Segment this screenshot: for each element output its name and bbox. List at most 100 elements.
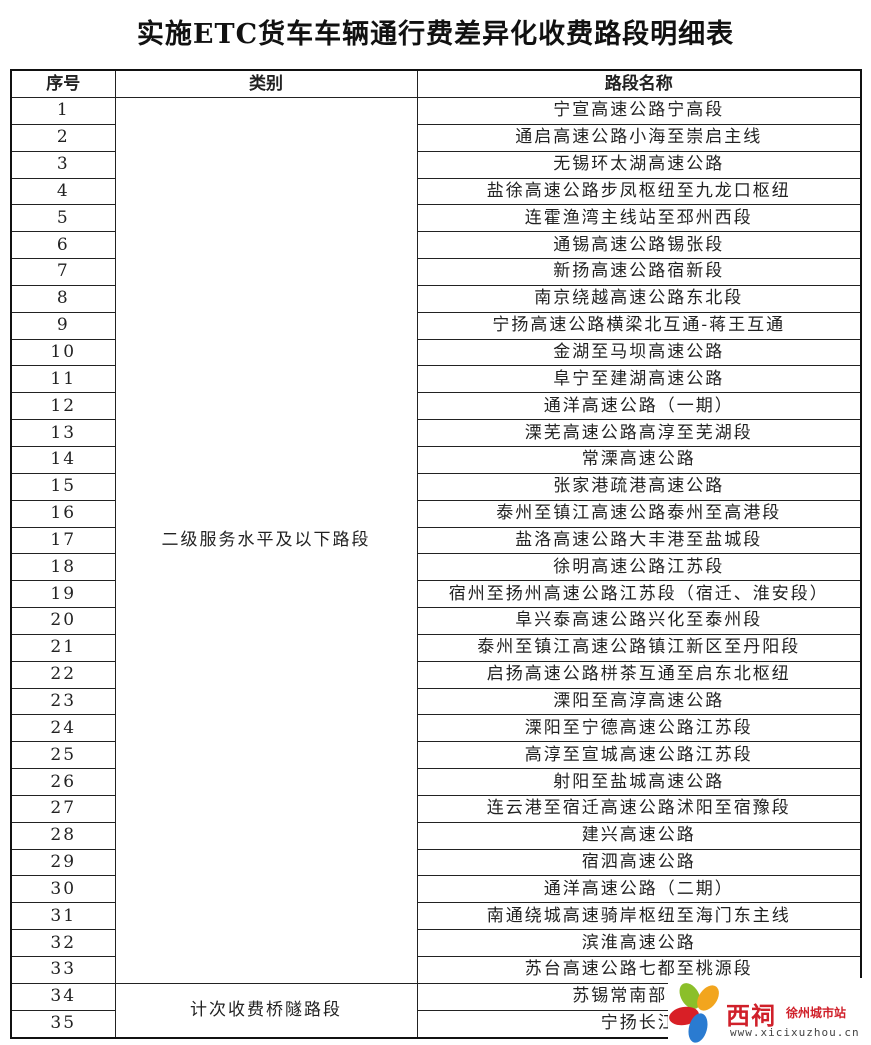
- row-seq: 16: [10, 499, 116, 528]
- table-row: 33 苏台高速公路七都至桃源段: [10, 956, 862, 984]
- row-road-name: 建兴高速公路: [416, 821, 862, 850]
- table-row: 21 泰州至镇江高速公路镇江新区至丹阳段: [10, 633, 862, 662]
- table-row: 1 二级服务水平及以下路段 宁宣高速公路宁高段: [10, 97, 862, 984]
- pinwheel-logo-icon: [669, 983, 719, 1043]
- row-seq: 14: [10, 445, 116, 474]
- table-row: 16 泰州至镇江高速公路泰州至高港段: [10, 499, 862, 528]
- row-road-name: 无锡环太湖高速公路: [416, 150, 862, 179]
- row-seq: 6: [10, 231, 116, 260]
- table-row: 12 通洋高速公路（一期）: [10, 392, 862, 421]
- row-seq: 22: [10, 660, 116, 689]
- row-seq: 1: [10, 97, 116, 125]
- row-seq: 2: [10, 123, 116, 152]
- row-road-name: 常溧高速公路: [416, 445, 862, 474]
- watermark-url: www.xicixuzhou.cn: [730, 1026, 860, 1039]
- table-header-row: 序号 类别 路段名称: [10, 69, 862, 98]
- table-row: 10 金湖至马坝高速公路: [10, 338, 862, 367]
- row-road-name: 高淳至宣城高速公路江苏段: [416, 741, 862, 770]
- table-row: 6 通锡高速公路锡张段: [10, 231, 862, 260]
- table-row: 13 溧芜高速公路高淳至芜湖段: [10, 419, 862, 447]
- table-row: 28 建兴高速公路: [10, 821, 862, 850]
- row-seq: 25: [10, 741, 116, 770]
- row-seq: 4: [10, 177, 116, 206]
- table-row: 30 通洋高速公路（二期）: [10, 875, 862, 904]
- row-seq: 27: [10, 794, 116, 823]
- watermark-brand: 西祠: [726, 1002, 776, 1030]
- page-title: 实施ETC货车车辆通行费差异化收费路段明细表: [136, 19, 735, 50]
- row-road-name: 溧芜高速公路高淳至芜湖段: [416, 419, 862, 447]
- row-seq: 12: [10, 392, 116, 421]
- row-seq: 23: [10, 687, 116, 716]
- row-road-name: 连云港至宿迁高速公路沭阳至宿豫段: [416, 794, 862, 823]
- row-road-name: 宿泗高速公路: [416, 848, 862, 877]
- row-road-name: 新扬高速公路宿新段: [416, 258, 862, 286]
- table-row: 9 宁扬高速公路横梁北互通-蒋王互通: [10, 311, 862, 340]
- table-row: 22 启扬高速公路栟茶互通至启东北枢纽: [10, 660, 862, 689]
- row-seq: 21: [10, 633, 116, 662]
- row-road-name: 盐徐高速公路步凤枢纽至九龙口枢纽: [416, 177, 862, 206]
- row-seq: 20: [10, 607, 116, 635]
- header-road-name: 路段名称: [416, 69, 862, 98]
- xici-watermark-logo: 西祠 徐州城市站 www.xicixuzhou.cn: [668, 978, 871, 1045]
- row-seq: 32: [10, 929, 116, 957]
- row-seq: 35: [10, 1009, 116, 1039]
- row-seq: 26: [10, 768, 116, 796]
- watermark-city: 徐州城市站: [786, 1006, 847, 1020]
- row-road-name: 阜兴泰高速公路兴化至泰州段: [416, 607, 862, 635]
- row-seq: 13: [10, 419, 116, 447]
- row-road-name: 通洋高速公路（二期）: [416, 875, 862, 904]
- row-road-name: 徐明高速公路江苏段: [416, 553, 862, 582]
- table-row: 31 南通绕城高速骑岸枢纽至海门东主线: [10, 902, 862, 931]
- row-road-name: 南京绕越高速公路东北段: [416, 284, 862, 313]
- row-seq: 33: [10, 956, 116, 984]
- row-seq: 8: [10, 284, 116, 313]
- row-road-name: 溧阳至高淳高速公路: [416, 687, 862, 716]
- road-section-table: 序号 类别 路段名称 1 二级服务水平及以下路段 宁宣高速公路宁高段 2 通启高速公路小…: [10, 69, 862, 1039]
- row-seq: 29: [10, 848, 116, 877]
- row-road-name: 泰州至镇江高速公路镇江新区至丹阳段: [416, 633, 862, 662]
- row-category: 计次收费桥隧路段: [114, 982, 418, 1039]
- row-seq: 28: [10, 821, 116, 850]
- row-seq: 30: [10, 875, 116, 904]
- row-road-name: 金湖至马坝高速公路: [416, 338, 862, 367]
- table-row: 26 射阳至盐城高速公路: [10, 768, 862, 796]
- table-row: 5 连霍渔湾主线站至邳州西段: [10, 204, 862, 233]
- row-road-name: 通锡高速公路锡张段: [416, 231, 862, 260]
- table-row: 20 阜兴泰高速公路兴化至泰州段: [10, 607, 862, 635]
- header-seq: 序号: [10, 69, 116, 98]
- row-seq: 19: [10, 580, 116, 609]
- table-row: 4 盐徐高速公路步凤枢纽至九龙口枢纽: [10, 177, 862, 206]
- row-seq: 5: [10, 204, 116, 233]
- table-row: 15 张家港疏港高速公路: [10, 472, 862, 501]
- row-road-name: 宁扬高速公路横梁北互通-蒋王互通: [416, 311, 862, 340]
- row-road-name: 南通绕城高速骑岸枢纽至海门东主线: [416, 902, 862, 931]
- row-seq: 3: [10, 150, 116, 179]
- row-road-name: 宿州至扬州高速公路江苏段（宿迁、淮安段）: [416, 580, 862, 609]
- row-road-name: 苏台高速公路七都至桃源段: [416, 956, 862, 984]
- row-seq: 15: [10, 472, 116, 501]
- table-row: 29 宿泗高速公路: [10, 848, 862, 877]
- row-seq: 18: [10, 553, 116, 582]
- header-category: 类别: [114, 69, 418, 98]
- table-row: 24 溧阳至宁德高速公路江苏段: [10, 714, 862, 743]
- row-road-name: 射阳至盐城高速公路: [416, 768, 862, 796]
- table-row: 11 阜宁至建湖高速公路: [10, 365, 862, 394]
- row-road-name: 启扬高速公路栟茶互通至启东北枢纽: [416, 660, 862, 689]
- row-road-name: 宁宣高速公路宁高段: [416, 97, 862, 125]
- row-seq: 31: [10, 902, 116, 931]
- row-road-name: 盐洛高速公路大丰港至盐城段: [416, 526, 862, 555]
- row-category: 二级服务水平及以下路段: [114, 97, 418, 984]
- table-row: 17 盐洛高速公路大丰港至盐城段: [10, 526, 862, 555]
- row-seq: 34: [10, 982, 116, 1011]
- table-row: 18 徐明高速公路江苏段: [10, 553, 862, 582]
- table-row: 8 南京绕越高速公路东北段: [10, 284, 862, 313]
- row-seq: 17: [10, 526, 116, 555]
- row-seq: 7: [10, 258, 116, 286]
- row-seq: 9: [10, 311, 116, 340]
- table-row: 7 新扬高速公路宿新段: [10, 258, 862, 286]
- row-road-name: 通洋高速公路（一期）: [416, 392, 862, 421]
- row-road-name: 滨淮高速公路: [416, 929, 862, 957]
- row-road-name: 阜宁至建湖高速公路: [416, 365, 862, 394]
- row-road-name: 泰州至镇江高速公路泰州至高港段: [416, 499, 862, 528]
- row-seq: 11: [10, 365, 116, 394]
